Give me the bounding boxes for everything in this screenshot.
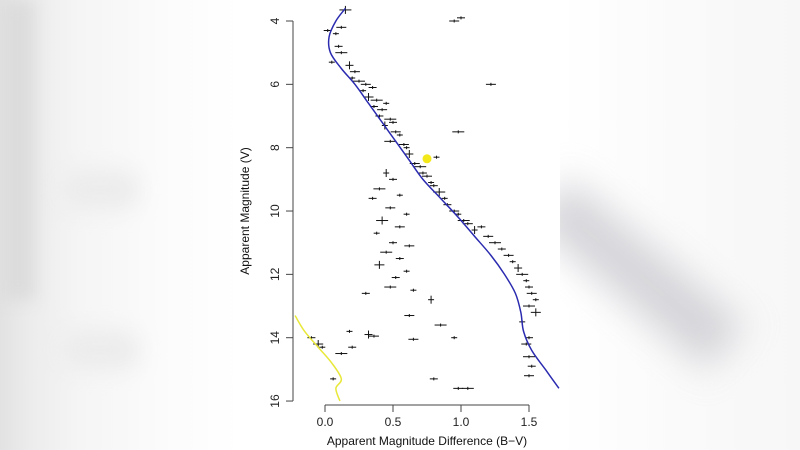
- plot-area: [294, 5, 560, 402]
- x-tick-label: 1.5: [521, 415, 538, 429]
- white-dwarf-track-line: [294, 315, 343, 402]
- y-tick-label: 16: [268, 394, 282, 408]
- y-tick-label: 10: [268, 204, 282, 218]
- blurred-background-right: [530, 0, 800, 450]
- y-axis-title: Apparent Magnitude (V): [238, 147, 252, 274]
- blurred-shape: [60, 330, 140, 370]
- highlighted-star-marker: [422, 154, 432, 164]
- x-tick-label: 0.0: [317, 415, 334, 429]
- y-tick-label: 14: [268, 331, 282, 345]
- y-axis: 4 6 8 10 12 14 16 Apparent Magnitude (V): [238, 17, 294, 408]
- isochrone-fit-line: [327, 7, 560, 389]
- blurred-shape: [60, 170, 140, 210]
- blurred-background-left: [0, 0, 240, 450]
- y-tick-label: 8: [268, 144, 282, 151]
- y-tick-label: 12: [268, 267, 282, 281]
- star-points: [307, 5, 541, 390]
- x-tick-label: 1.0: [453, 415, 470, 429]
- y-tick-label: 4: [268, 17, 282, 24]
- y-tick-label: 6: [268, 81, 282, 88]
- x-tick-label: 0.5: [385, 415, 402, 429]
- blurred-shape: [0, 0, 35, 300]
- x-axis-title: Apparent Magnitude Difference (B−V): [327, 434, 527, 448]
- x-axis: 0.0 0.5 1.0 1.5 Apparent Magnitude Differen…: [317, 404, 538, 448]
